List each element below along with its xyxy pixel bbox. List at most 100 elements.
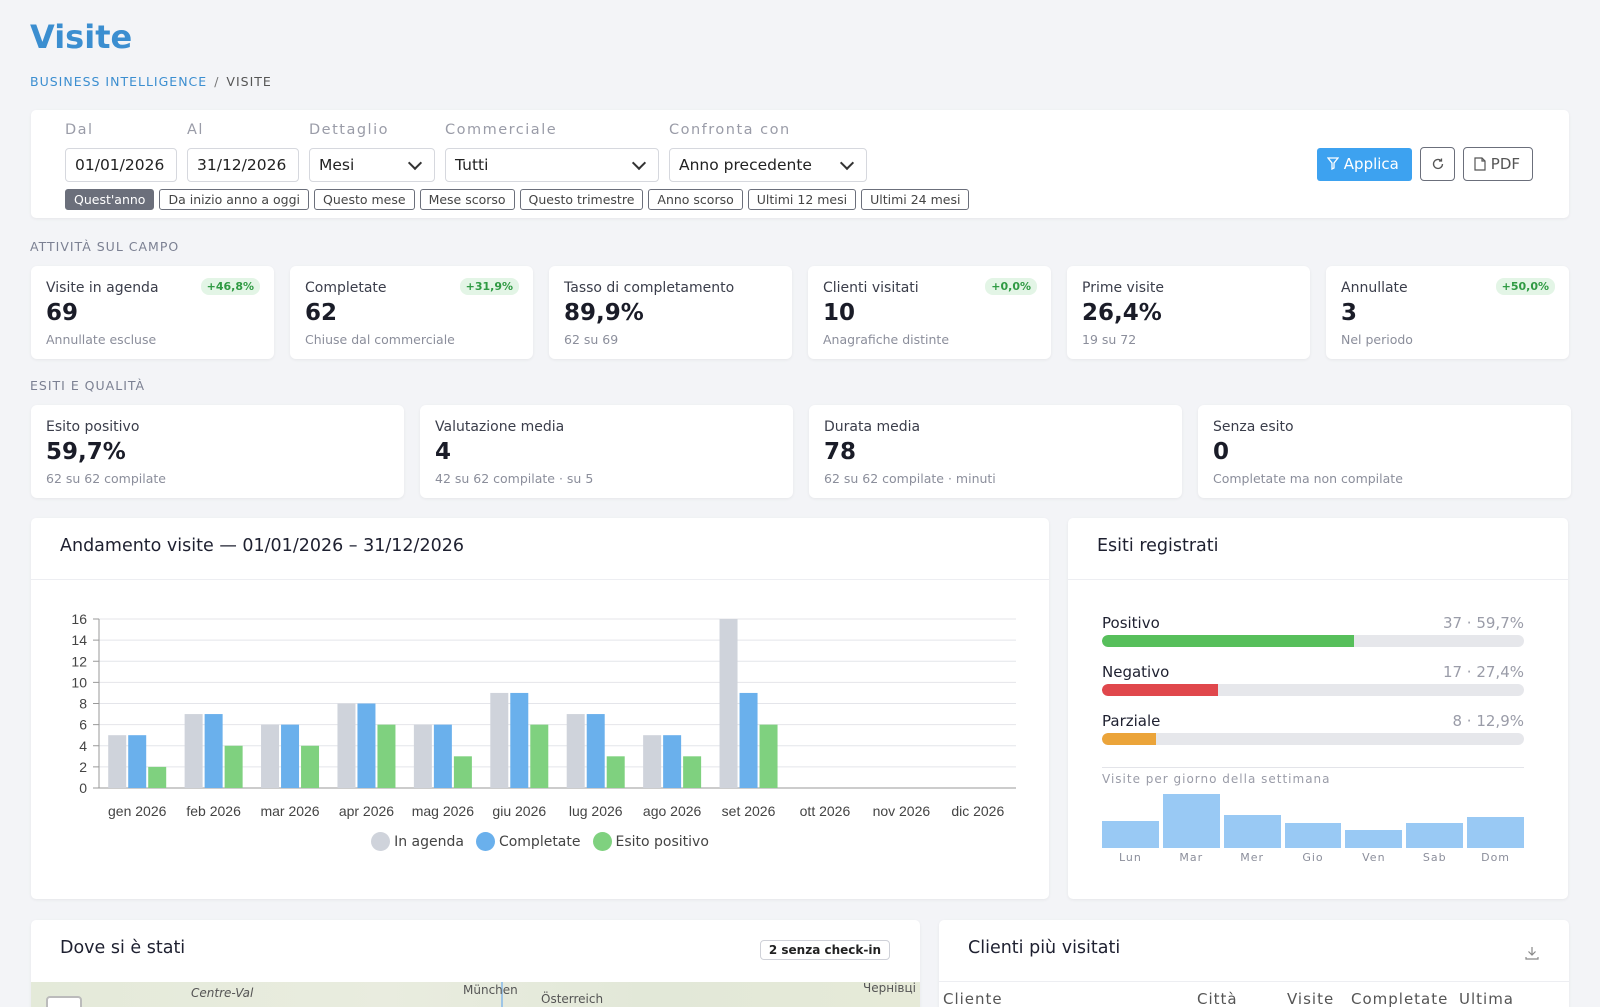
period-chip[interactable]: Anno scorso xyxy=(648,189,743,210)
refresh-button[interactable] xyxy=(1420,147,1455,181)
period-chip[interactable]: Questo mese xyxy=(314,189,415,210)
panel-divider xyxy=(939,981,1569,982)
kpi-card: Prime visite 26,4% 19 su 72 xyxy=(1067,266,1310,359)
outcome-label: Negativo xyxy=(1102,663,1170,681)
bar-esito-positivo xyxy=(224,745,243,788)
filter-dettaglio-label: Dettaglio xyxy=(309,122,389,138)
legend-item[interactable]: In agenda xyxy=(371,832,464,851)
bar-completate xyxy=(128,735,147,788)
weekday-label: Sab xyxy=(1422,851,1447,864)
y-tick-label: 6 xyxy=(79,717,87,733)
bar-in-agenda xyxy=(108,735,127,788)
column-header-completate[interactable]: Completate xyxy=(1351,990,1449,1007)
compare-select[interactable]: Anno precedente xyxy=(669,148,867,182)
period-chips: Quest'anno Da inizio anno a oggi Questo me… xyxy=(65,189,970,210)
bar-completate xyxy=(281,724,300,788)
bar-esito-positivo xyxy=(377,724,396,788)
trend-panel: Andamento visite — 01/01/2026 – 31/12/20… xyxy=(31,518,1049,899)
filter-commerciale-label: Commerciale xyxy=(445,122,558,138)
map-panel-title: Dove si è stati xyxy=(60,938,186,958)
kpi-subtitle: 19 su 72 xyxy=(1082,332,1137,347)
download-icon[interactable] xyxy=(1525,946,1539,960)
kpi-label: Durata media xyxy=(824,419,921,435)
outcome-value: 37 · 59,7% xyxy=(1442,614,1524,632)
x-tick-label: mar 2026 xyxy=(260,803,319,819)
kpi-card: Annullate 3 Nel periodo +50,0% xyxy=(1326,266,1569,359)
period-chip[interactable]: Mese scorso xyxy=(419,189,515,210)
filter-dal-label: Dal xyxy=(65,122,94,138)
panel-divider xyxy=(1068,579,1568,580)
date-from-input[interactable]: 01/01/2026 xyxy=(65,148,177,182)
bar-in-agenda xyxy=(566,714,585,788)
period-chip[interactable]: Da inizio anno a oggi xyxy=(159,189,309,210)
y-tick-label: 10 xyxy=(71,674,87,690)
period-chip[interactable]: Quest'anno xyxy=(65,189,155,210)
bar-in-agenda xyxy=(643,735,662,788)
chevron-down-icon xyxy=(631,155,647,171)
bar-completate xyxy=(510,692,529,788)
outcome-row: Parziale 8 · 12,9% xyxy=(1102,712,1524,745)
weekday-label: Mar xyxy=(1179,851,1204,864)
column-header-citta[interactable]: Città xyxy=(1197,990,1238,1007)
filter-al: Al 31/12/2026 xyxy=(187,122,299,182)
y-tick-label: 0 xyxy=(79,780,87,796)
map-zoom-control[interactable] xyxy=(46,996,82,1007)
x-tick-label: ago 2026 xyxy=(643,803,702,819)
kpi-card: Visite in agenda 69 Annullate escluse +46,8… xyxy=(31,266,274,359)
bar-in-agenda xyxy=(490,692,509,788)
column-header-visite[interactable]: Visite xyxy=(1287,990,1335,1007)
page-title: Visite xyxy=(30,18,133,56)
salesperson-select[interactable]: Tutti xyxy=(445,148,659,182)
legend-item[interactable]: Completate xyxy=(475,832,581,851)
kpi-trend-badge: +31,9% xyxy=(459,278,519,295)
map-view[interactable]: Centre-Val München Österreich Чернівці xyxy=(31,982,920,1007)
apply-button[interactable]: Applica xyxy=(1317,148,1412,181)
legend-label: In agenda xyxy=(394,833,464,850)
legend-swatch xyxy=(592,832,612,851)
date-to-input[interactable]: 31/12/2026 xyxy=(187,148,299,182)
kpi-card: Completate 62 Chiuse dal commerciale +31,9% xyxy=(290,266,533,359)
kpi-trend-badge: +50,0% xyxy=(1495,278,1555,295)
y-tick-label: 16 xyxy=(71,611,87,627)
kpi-card: Senza esito 0 Completate ma non compilate xyxy=(1198,405,1571,498)
weekday-bar xyxy=(1223,814,1281,848)
kpi-card: Tasso di completamento 89,9% 62 su 69 xyxy=(549,266,792,359)
kpi-trend-badge: +0,0% xyxy=(985,278,1037,295)
kpi-value: 89,9% xyxy=(564,300,644,326)
outcome-progress-fill xyxy=(1102,733,1157,745)
legend-item[interactable]: Esito positivo xyxy=(592,832,709,851)
period-chip[interactable]: Ultimi 24 mesi xyxy=(861,189,970,210)
breadcrumb-root[interactable]: BUSINESS INTELLIGENCE xyxy=(30,74,208,89)
bar-in-agenda xyxy=(719,619,738,788)
kpi-label: Annullate xyxy=(1341,280,1408,296)
weekday-bar xyxy=(1406,823,1464,848)
bar-completate xyxy=(433,724,452,788)
breadcrumb-current: VISITE xyxy=(226,74,272,89)
pdf-export-button[interactable]: PDF xyxy=(1463,147,1533,181)
period-chip[interactable]: Questo trimestre xyxy=(519,189,644,210)
outcome-value: 8 · 12,9% xyxy=(1452,712,1525,730)
period-chip[interactable]: Ultimi 12 mesi xyxy=(747,189,857,210)
detail-select[interactable]: Mesi xyxy=(309,148,435,182)
trend-bar-chart: 0 2 4 6 8 10 12 14 16 gen 2026 feb 2026 mar 2026 apr… xyxy=(71,611,1016,819)
refresh-icon xyxy=(1432,158,1443,170)
kpi-value: 62 xyxy=(305,300,338,326)
x-tick-label: gen 2026 xyxy=(108,803,167,819)
column-header-cliente[interactable]: Cliente xyxy=(943,990,1003,1007)
kpi-subtitle: 62 su 62 compilate · minuti xyxy=(824,471,996,486)
kpi-subtitle: 62 su 62 compilate xyxy=(46,471,166,486)
map-label: Österreich xyxy=(541,992,604,1006)
pdf-file-icon xyxy=(1474,157,1486,171)
bar-esito-positivo xyxy=(606,756,625,788)
filter-icon xyxy=(1326,157,1340,171)
column-header-ultima[interactable]: Ultima xyxy=(1459,990,1514,1007)
bar-esito-positivo xyxy=(759,724,778,788)
x-tick-label: dic 2026 xyxy=(951,803,1004,819)
weekday-bar xyxy=(1345,829,1403,848)
outcome-progress-bar xyxy=(1102,733,1524,745)
kpi-label: Valutazione media xyxy=(435,419,565,435)
filter-al-label: Al xyxy=(187,122,204,138)
detail-select-value: Mesi xyxy=(319,156,355,174)
outcome-label: Parziale xyxy=(1102,712,1161,730)
bar-in-agenda xyxy=(261,724,280,788)
